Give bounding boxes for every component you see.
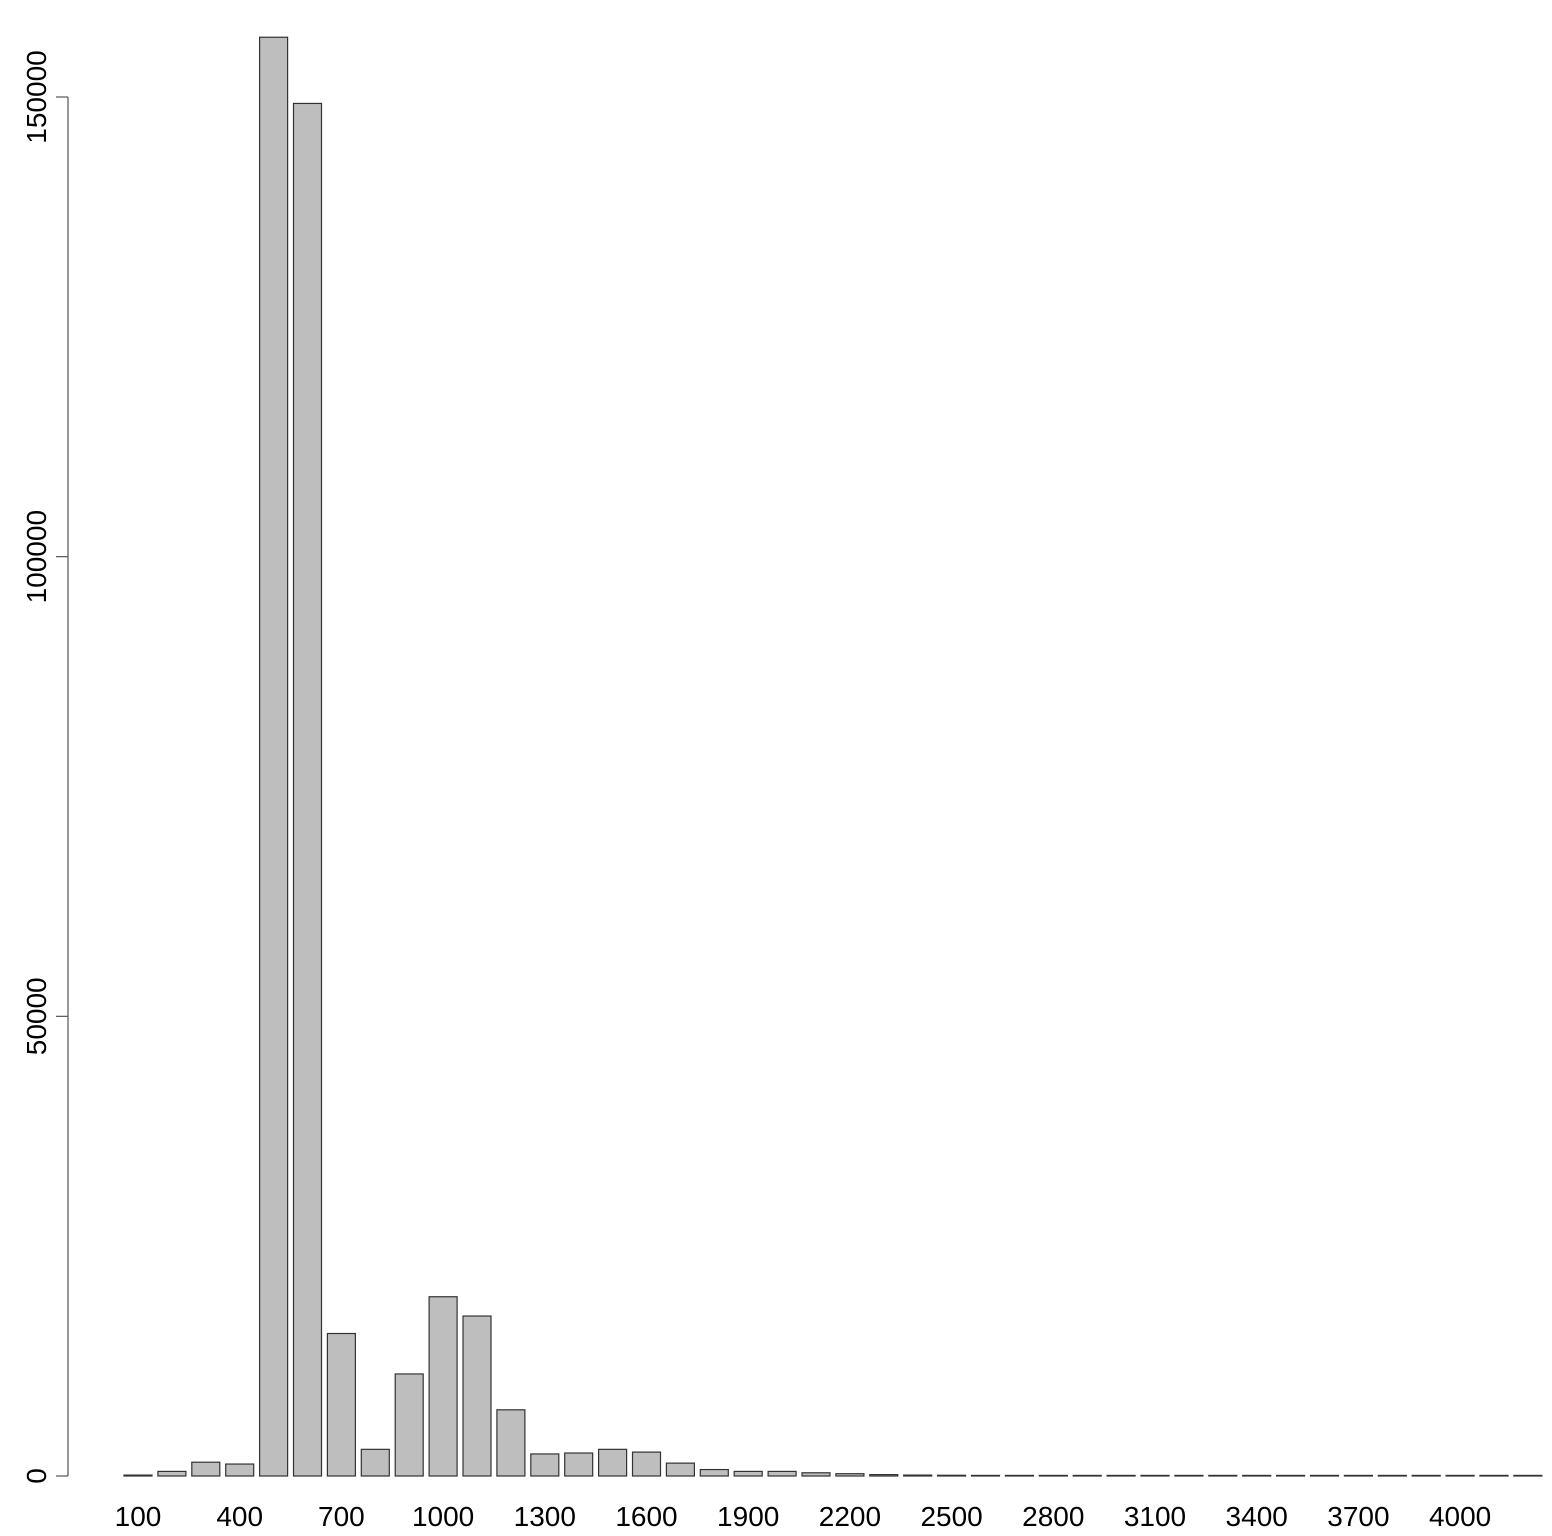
- bar-3700: [1343, 1474, 1374, 1477]
- bar-1700: [665, 1462, 696, 1477]
- x-tick-label: 1000: [412, 1501, 474, 1532]
- bar-1600: [631, 1451, 662, 1477]
- x-tick-label: 3100: [1124, 1501, 1186, 1532]
- bar-900: [394, 1373, 424, 1477]
- x-axis-labels: 100 400 700 1000 1300 1600 1900 2200 2500 2800 310…: [115, 1501, 1492, 1532]
- x-tick-label: 1900: [717, 1501, 779, 1532]
- bar-1000: [428, 1296, 458, 1477]
- bar-1900: [733, 1470, 763, 1477]
- y-tick-label: 150000: [21, 50, 52, 143]
- x-tick-label: 400: [216, 1501, 263, 1532]
- bar-800: [360, 1448, 390, 1477]
- x-tick-label: 2500: [920, 1501, 982, 1532]
- x-tick-label: 100: [115, 1501, 162, 1532]
- bar-3100: [1140, 1474, 1170, 1477]
- bar-200: [157, 1470, 187, 1477]
- bar-300: [191, 1461, 221, 1477]
- bar-3000: [1106, 1474, 1136, 1477]
- bar-2700: [1004, 1474, 1035, 1477]
- bar-3600: [1309, 1474, 1340, 1477]
- x-tick-label: 2800: [1022, 1501, 1084, 1532]
- bar-700: [326, 1332, 356, 1477]
- bar-1500: [597, 1448, 628, 1477]
- bar-100: [123, 1474, 153, 1477]
- bar-3200: [1174, 1474, 1204, 1477]
- bar-500: [259, 36, 289, 1477]
- bar-4000: [1445, 1474, 1475, 1477]
- bar-2400: [903, 1474, 933, 1477]
- bar-4100: [1479, 1474, 1509, 1477]
- y-tick-label: 50000: [21, 977, 52, 1055]
- bar-2100: [801, 1472, 831, 1477]
- bar-400: [225, 1463, 255, 1477]
- bar-1300: [530, 1453, 560, 1477]
- bar-4200: [1513, 1474, 1543, 1477]
- bar-3500: [1275, 1474, 1306, 1477]
- bar-2600: [970, 1474, 1001, 1477]
- bar-3400: [1242, 1474, 1272, 1477]
- bar-2300: [869, 1474, 899, 1477]
- x-tick-label: 2200: [819, 1501, 881, 1532]
- bar-600: [292, 102, 323, 1477]
- bar-1800: [699, 1468, 729, 1477]
- x-tick-label: 3700: [1327, 1501, 1389, 1532]
- bar-2900: [1072, 1474, 1102, 1477]
- y-tick-label: 100000: [21, 510, 52, 603]
- bar-3300: [1208, 1474, 1238, 1477]
- bar-2800: [1038, 1474, 1068, 1477]
- bar-2500: [936, 1474, 967, 1477]
- y-axis: 0 50000 100000 150000: [21, 50, 69, 1484]
- x-tick-label: 4000: [1429, 1501, 1491, 1532]
- bar-2200: [835, 1473, 865, 1477]
- x-tick-label: 3400: [1226, 1501, 1288, 1532]
- x-tick-label: 1300: [514, 1501, 576, 1532]
- bars: [123, 36, 1543, 1477]
- x-tick-label: 1600: [615, 1501, 677, 1532]
- y-tick-label: 0: [21, 1468, 52, 1484]
- x-tick-label: 700: [318, 1501, 365, 1532]
- bar-1100: [462, 1315, 492, 1477]
- bar-3900: [1411, 1474, 1441, 1477]
- bar-3800: [1377, 1474, 1407, 1477]
- bar-1200: [496, 1409, 526, 1477]
- bar-1400: [564, 1452, 594, 1477]
- bar-2000: [767, 1470, 797, 1477]
